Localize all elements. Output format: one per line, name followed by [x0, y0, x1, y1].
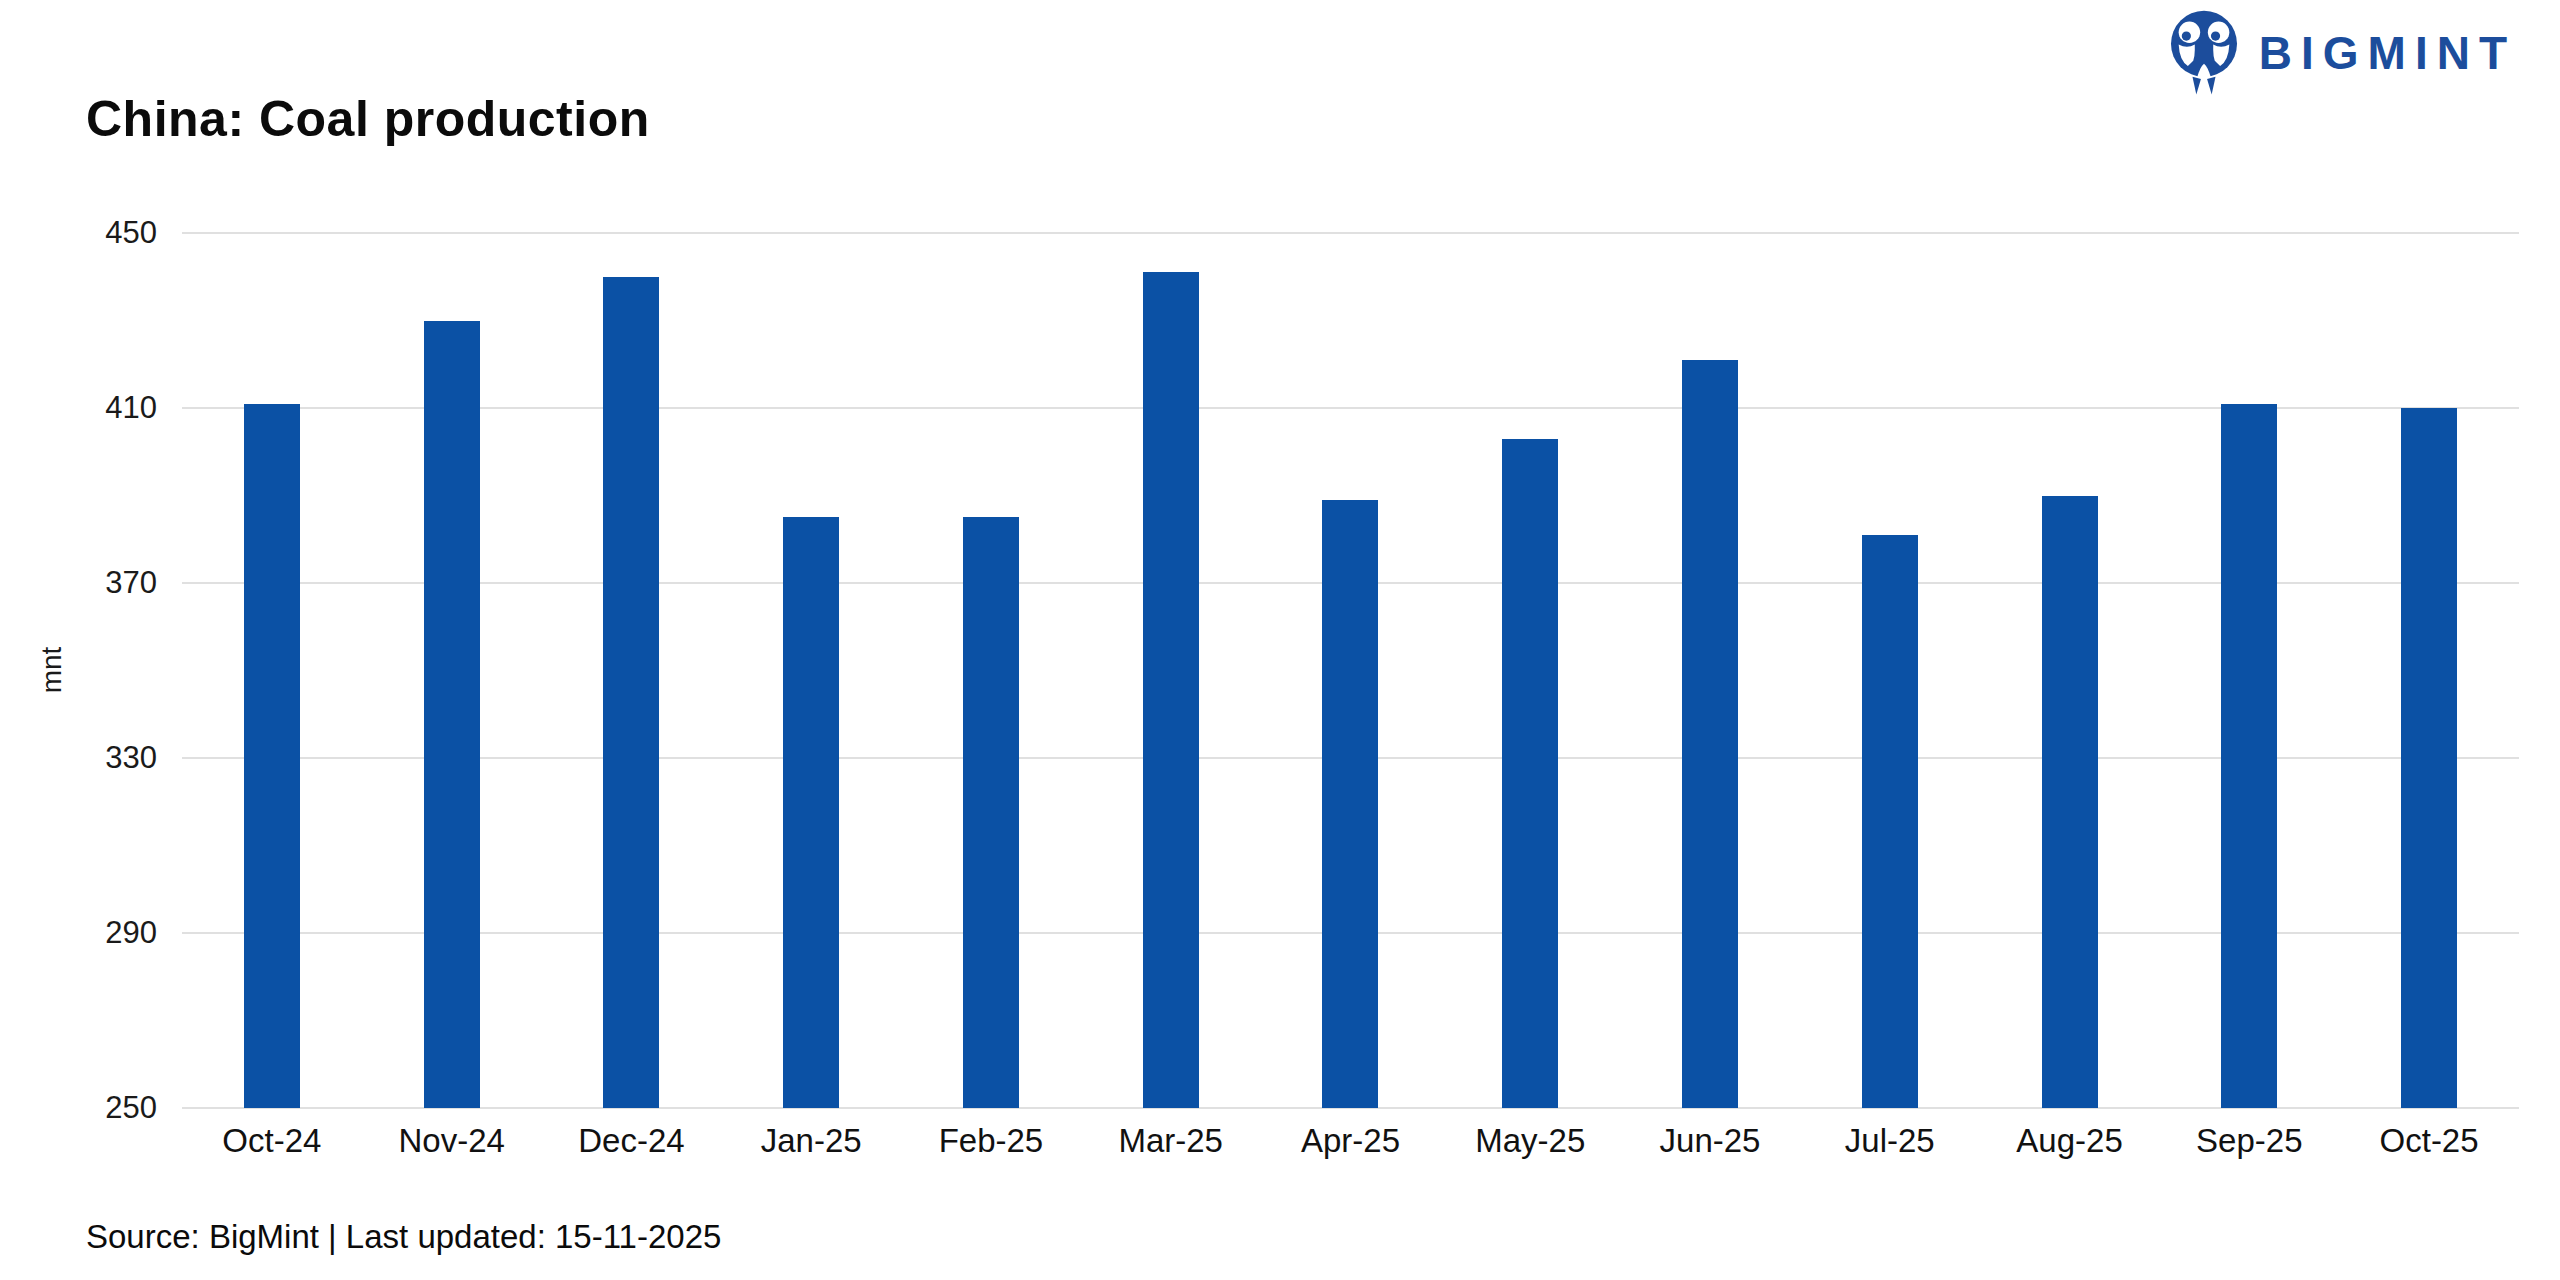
- brand-logo: BIGMINT: [2165, 10, 2516, 96]
- bar-slot: [362, 233, 542, 1108]
- bar-aug-25: [2042, 496, 2098, 1109]
- bar-dec-24: [603, 277, 659, 1108]
- y-axis-tick-labels: 450410370330290250: [40, 233, 157, 1108]
- bar-sep-25: [2221, 404, 2277, 1108]
- x-tick-label: Apr-25: [1261, 1122, 1441, 1160]
- y-tick-label: 450: [40, 215, 157, 251]
- bar-oct-24: [244, 404, 300, 1108]
- bar-slot: [1800, 233, 1980, 1108]
- plot-area: [182, 233, 2519, 1108]
- x-tick-label: Aug-25: [1980, 1122, 2160, 1160]
- x-tick-label: Jan-25: [721, 1122, 901, 1160]
- bar-jun-25: [1682, 360, 1738, 1108]
- bar-may-25: [1502, 439, 1558, 1108]
- x-tick-label: Sep-25: [2159, 1122, 2339, 1160]
- bar-mar-25: [1143, 272, 1199, 1108]
- bar-slot: [721, 233, 901, 1108]
- bar-jul-25: [1862, 535, 1918, 1108]
- bigmint-owl-icon: [2165, 10, 2243, 96]
- bar-oct-25: [2401, 408, 2457, 1108]
- chart-page: China: Coal production BIGMINT mnt 45041…: [0, 0, 2560, 1280]
- x-tick-label: May-25: [1440, 1122, 1620, 1160]
- bar-slot: [542, 233, 722, 1108]
- y-tick-label: 370: [40, 565, 157, 601]
- bar-slot: [1261, 233, 1441, 1108]
- x-axis-tick-labels: Oct-24Nov-24Dec-24Jan-25Feb-25Mar-25Apr-…: [182, 1122, 2519, 1160]
- y-tick-label: 290: [40, 915, 157, 951]
- source-caption: Source: BigMint | Last updated: 15-11-20…: [86, 1218, 721, 1256]
- page-title: China: Coal production: [86, 90, 650, 148]
- y-tick-label: 410: [40, 390, 157, 426]
- x-tick-label: Jul-25: [1800, 1122, 1980, 1160]
- x-tick-label: Jun-25: [1620, 1122, 1800, 1160]
- bar-series: [182, 233, 2519, 1108]
- bar-slot: [2159, 233, 2339, 1108]
- bar-feb-25: [963, 517, 1019, 1108]
- x-tick-label: Oct-25: [2339, 1122, 2519, 1160]
- bar-nov-24: [424, 321, 480, 1109]
- x-tick-label: Oct-24: [182, 1122, 362, 1160]
- bar-slot: [1980, 233, 2160, 1108]
- bar-apr-25: [1322, 500, 1378, 1108]
- x-tick-label: Feb-25: [901, 1122, 1081, 1160]
- y-tick-label: 250: [40, 1090, 157, 1126]
- x-tick-label: Dec-24: [542, 1122, 722, 1160]
- bar-slot: [1440, 233, 1620, 1108]
- x-tick-label: Mar-25: [1081, 1122, 1261, 1160]
- bar-slot: [901, 233, 1081, 1108]
- bar-slot: [2339, 233, 2519, 1108]
- brand-wordmark: BIGMINT: [2259, 30, 2516, 76]
- x-tick-label: Nov-24: [362, 1122, 542, 1160]
- bar-slot: [182, 233, 362, 1108]
- y-tick-label: 330: [40, 740, 157, 776]
- bar-slot: [1081, 233, 1261, 1108]
- bar-jan-25: [783, 517, 839, 1108]
- bar-slot: [1620, 233, 1800, 1108]
